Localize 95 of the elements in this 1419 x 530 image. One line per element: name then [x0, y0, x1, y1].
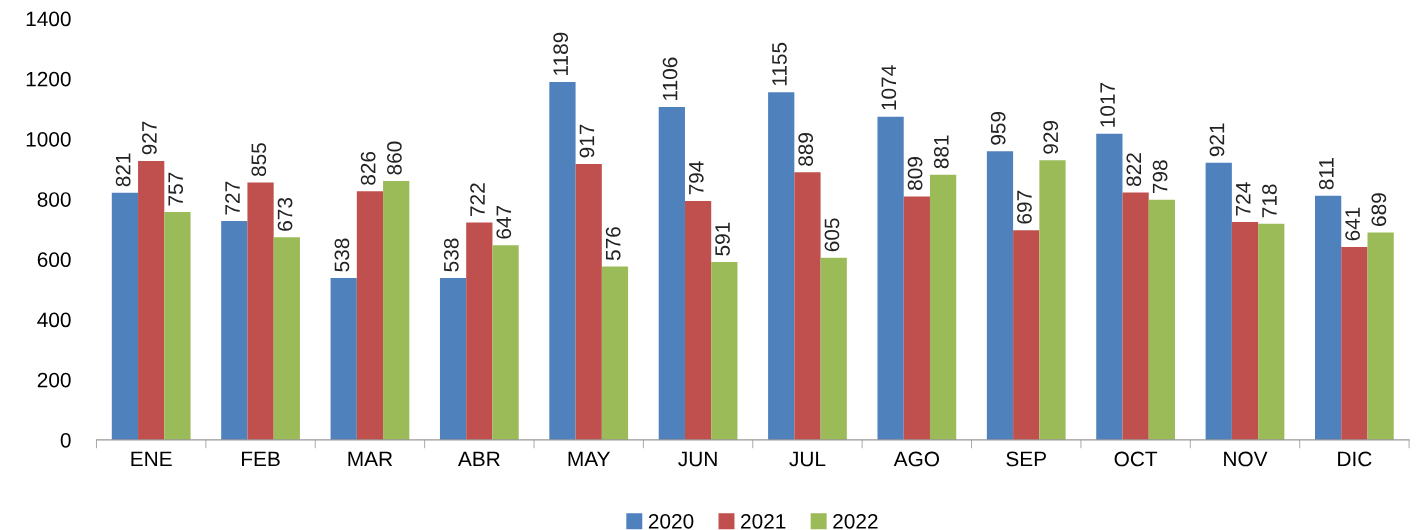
bar [820, 257, 847, 440]
legend-label: 2020 [648, 513, 694, 529]
x-tick-label: FEB [242, 451, 280, 467]
bar [356, 191, 384, 440]
data-label: 1106 [662, 57, 678, 100]
legend-label: 2021 [741, 513, 786, 529]
data-label: 794 [688, 161, 704, 195]
data-label: 811 [1318, 158, 1334, 190]
bar [221, 221, 248, 440]
data-label: 727 [225, 181, 240, 215]
bar [929, 174, 957, 440]
data-label: 822 [1126, 153, 1142, 187]
data-label: 538 [443, 238, 459, 272]
x-tick-label: JUN [678, 451, 717, 467]
bar [164, 212, 191, 440]
data-label: 917 [579, 124, 595, 158]
data-label: 1189 [553, 32, 569, 75]
data-label: 959 [990, 111, 1006, 145]
y-tick-label: 600 [37, 252, 71, 268]
data-label: 724 [1235, 182, 1251, 216]
bar [794, 172, 821, 440]
bar [549, 82, 576, 440]
data-label: 1074 [881, 65, 897, 110]
x-tick-label: JUL [789, 451, 826, 467]
data-label: 697 [1017, 190, 1032, 224]
data-label: 1155 [772, 42, 787, 86]
x-tick-label: SEP [1006, 451, 1046, 467]
x-tick-label: MAR [348, 451, 393, 467]
data-label: 538 [334, 238, 350, 272]
bar [1096, 133, 1123, 440]
data-label: 641 [1345, 207, 1360, 241]
x-tick-label: OCT [1114, 451, 1158, 467]
bar [1341, 246, 1368, 440]
data-label: 929 [1043, 120, 1059, 154]
data-label: 689 [1371, 193, 1387, 226]
data-label: 881 [933, 135, 949, 169]
bar [273, 237, 300, 440]
x-tick-label: AGO [893, 451, 940, 467]
data-label: 1017 [1100, 82, 1115, 127]
bar [247, 182, 274, 440]
bar [466, 222, 493, 440]
data-label: 605 [824, 218, 840, 252]
bar [1013, 230, 1040, 440]
bar [111, 192, 139, 440]
data-label: 757 [168, 172, 184, 206]
bar [903, 196, 930, 440]
bar [138, 160, 165, 440]
data-label: 809 [907, 157, 923, 190]
data-label: 826 [360, 151, 376, 185]
data-label: 591 [715, 222, 730, 256]
data-label: 821 [115, 153, 131, 187]
bar [1205, 162, 1232, 440]
data-label: 718 [1262, 184, 1277, 218]
x-tick-label: DIC [1338, 451, 1372, 467]
y-tick-label: 0 [60, 432, 71, 448]
bar [658, 107, 685, 440]
bar [1231, 222, 1259, 440]
legend-label: 2022 [833, 513, 878, 529]
data-label: 927 [142, 121, 157, 155]
bar [601, 266, 629, 440]
y-tick-label: 200 [37, 372, 71, 388]
data-label: 860 [387, 141, 402, 175]
bar [986, 151, 1014, 440]
bar [711, 262, 738, 440]
data-label: 576 [605, 227, 621, 261]
bar [575, 163, 602, 440]
data-label: 647 [496, 205, 512, 239]
y-tick-label: 800 [37, 192, 71, 207]
data-label: 889 [798, 133, 814, 166]
x-tick-label: MAY [568, 451, 611, 467]
data-label: 921 [1209, 123, 1225, 157]
bar [383, 181, 410, 440]
bar [1148, 199, 1175, 440]
x-tick-label: NOV [1224, 451, 1268, 467]
data-label: 722 [470, 183, 485, 216]
bar [330, 277, 357, 440]
x-tick-label: ENE [131, 451, 172, 467]
bar [1039, 160, 1066, 440]
bar [877, 116, 904, 440]
bar [684, 200, 712, 440]
data-label: 798 [1152, 160, 1168, 194]
bar [1258, 223, 1285, 440]
y-tick-label: 1400 [26, 11, 71, 27]
bar [1315, 195, 1342, 440]
data-label: 855 [251, 143, 267, 177]
bar [492, 245, 519, 440]
data-label: 673 [277, 197, 293, 231]
y-tick-label: 1000 [26, 131, 71, 147]
bar [439, 277, 467, 440]
y-tick-label: 1200 [26, 71, 71, 87]
x-tick-label: ABR [457, 451, 500, 467]
bar [768, 92, 795, 440]
y-tick-label: 400 [37, 312, 71, 328]
bar [1122, 192, 1149, 440]
bar [1367, 232, 1394, 440]
